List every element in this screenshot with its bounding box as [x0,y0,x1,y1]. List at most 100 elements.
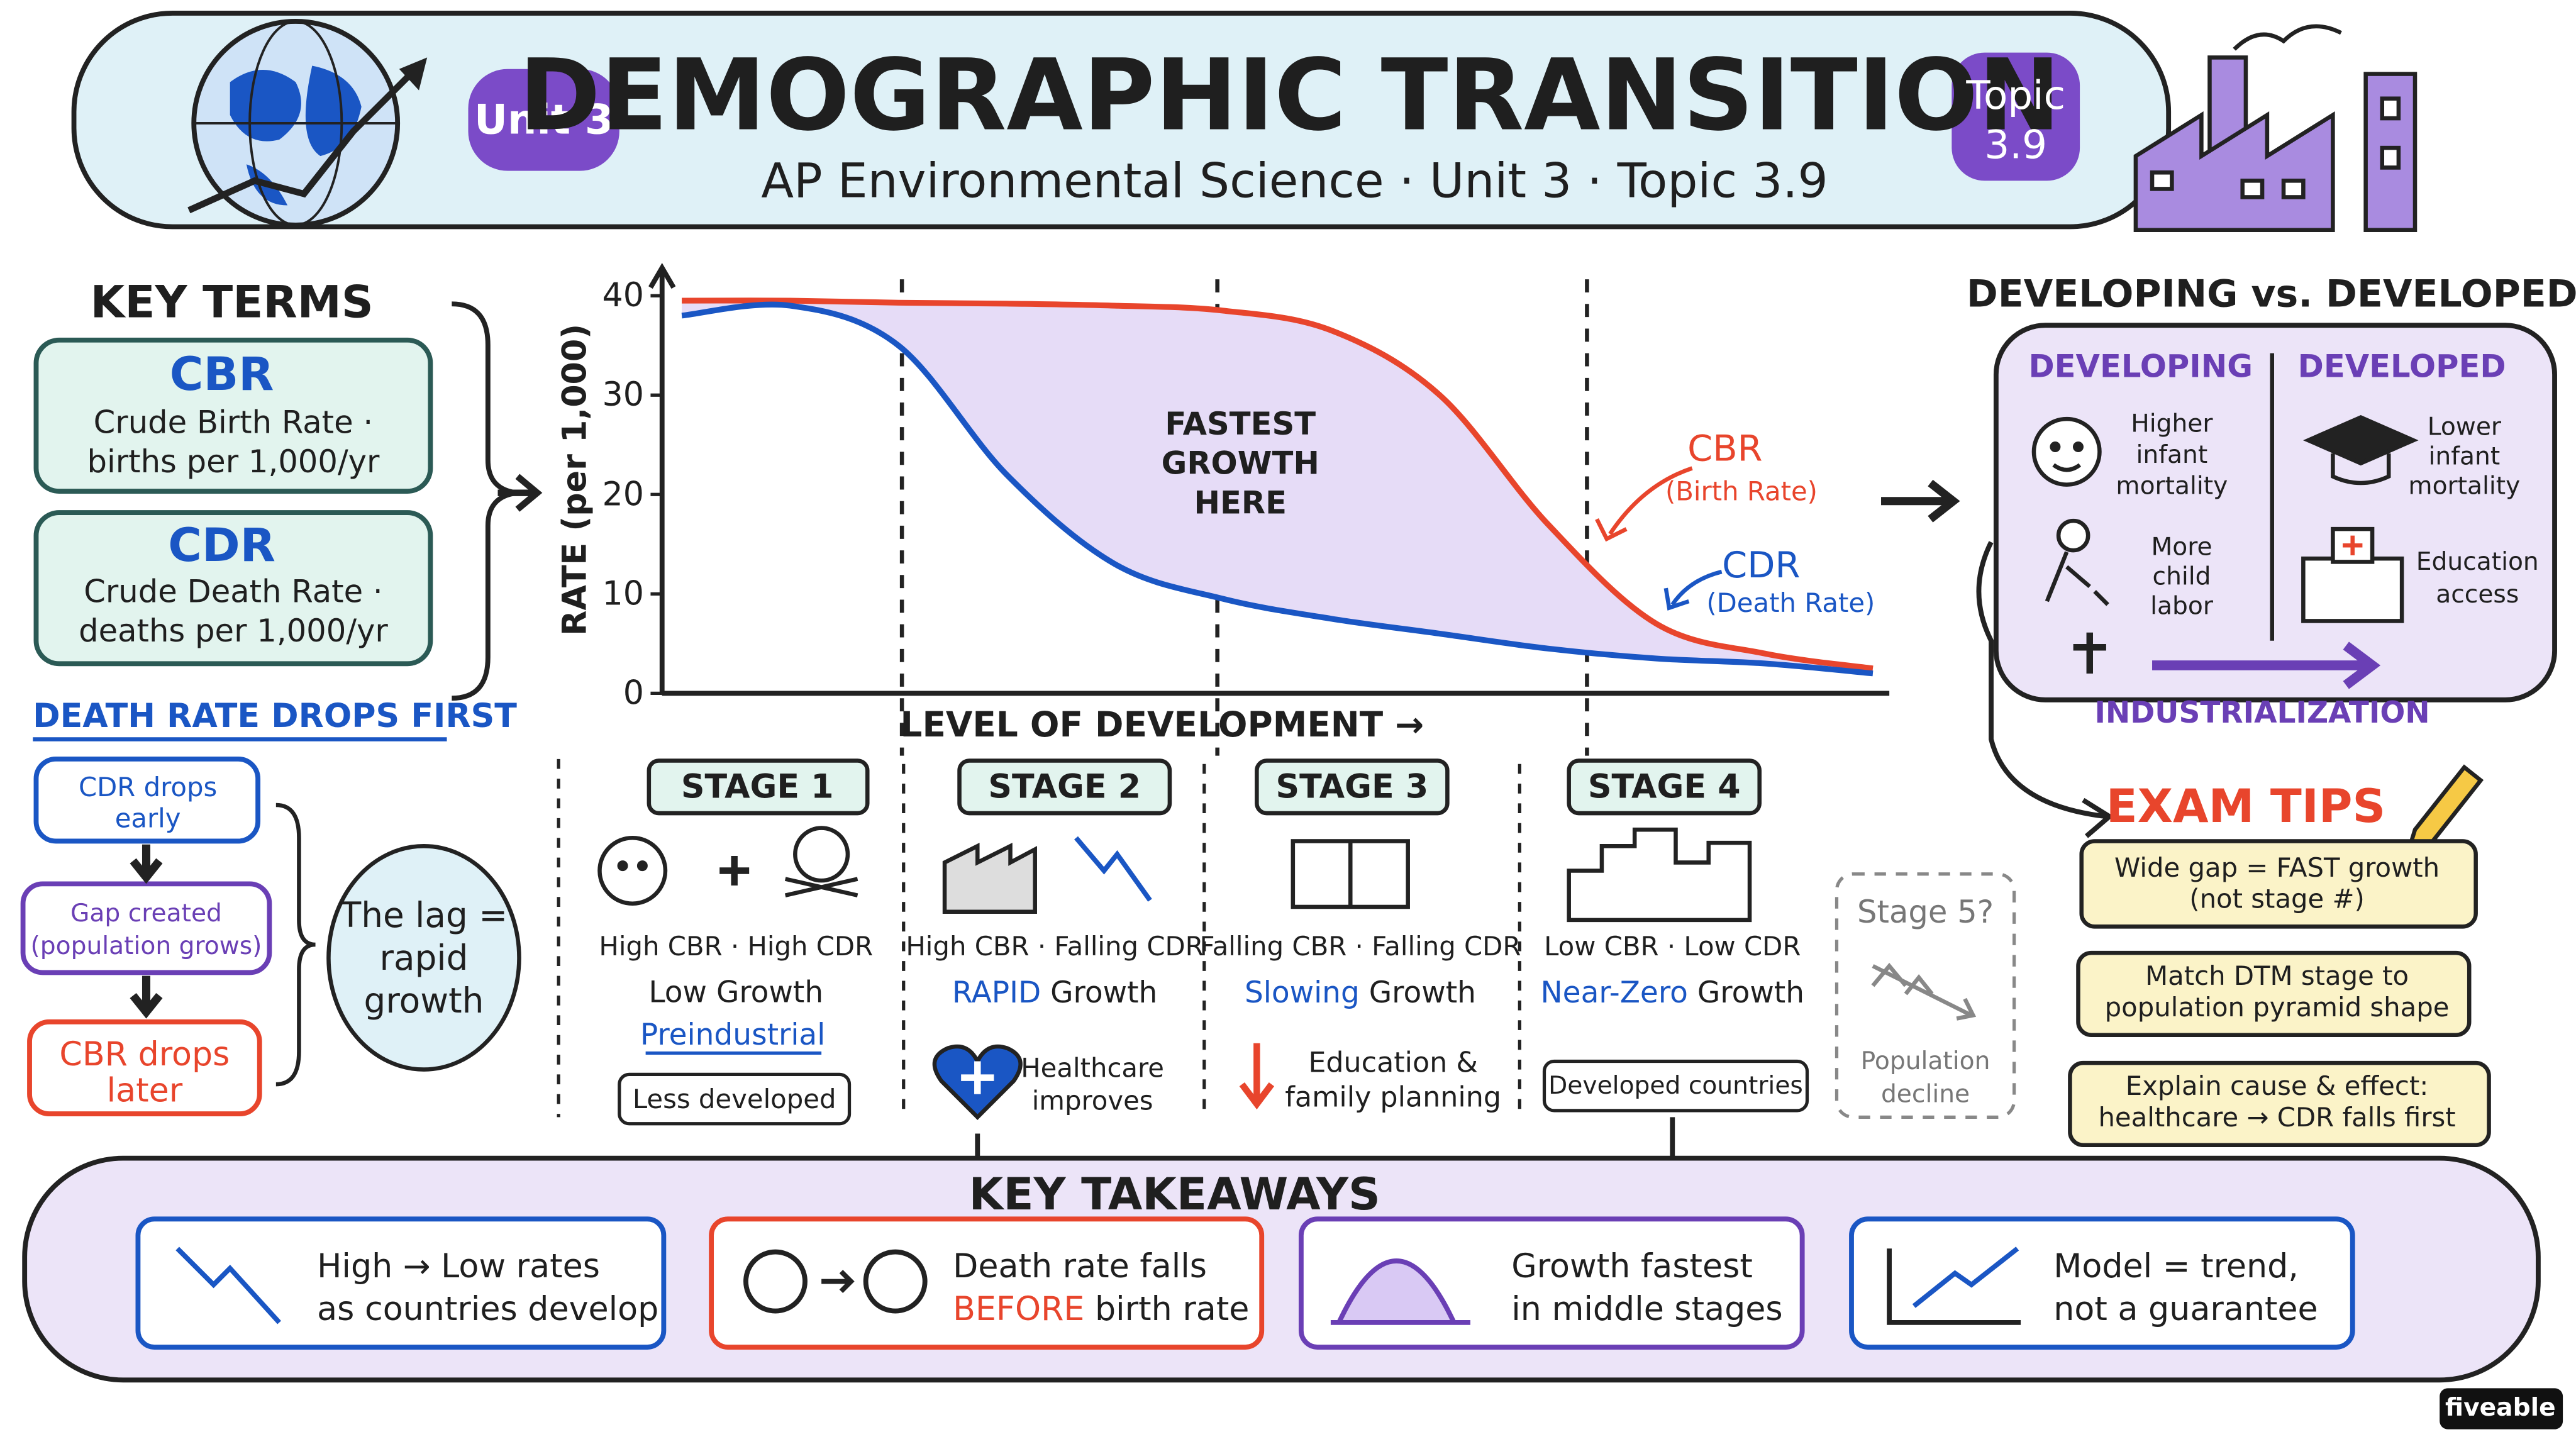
flow-text: Gap created [70,899,222,928]
tip-text: Wide gap = FAST growth [2114,852,2440,883]
stage-rates: Falling CBR · Falling CDR [1199,931,1521,962]
term-box [33,510,433,667]
label-part: Growth [1360,975,1476,1009]
y-tick-label: 0 [623,674,644,712]
stage-icons [597,826,1977,1120]
growth-gap-area [682,300,1873,674]
comparison-item: infant [2136,441,2208,469]
stage-note: Education & [1308,1047,1478,1079]
flow-arrows [130,844,163,1019]
flow-text: later [107,1072,183,1110]
comparison-item: mortality [2116,472,2228,501]
y-axis-label: RATE (per 1,000) [556,324,594,636]
takeaway-box [1849,1216,2355,1350]
flow-text: early [115,802,181,833]
stage5-note: Population [1861,1047,1990,1075]
stage-growth: Near-Zero Growth [1541,975,1805,1009]
section-heading: DEVELOPING vs. DEVELOPED [1967,272,2576,316]
section-heading: KEY TERMS [91,277,374,328]
tip-box [2068,1060,2491,1147]
term-definition: births per 1,000/yr [87,443,380,480]
label-part: Near-Zero [1541,975,1688,1009]
brace [275,802,316,1087]
comparison-icons [2031,414,2419,689]
label-part: Growth [1688,975,1804,1009]
topic-badge [1951,52,2080,181]
flow-text: CBR drops [59,1036,230,1074]
term-abbr: CDR [168,519,275,572]
series-line [681,301,1874,677]
brand-badge [2440,1388,2563,1430]
stage-header [957,758,1172,816]
stage-rates: High CBR · Falling CDR [906,931,1203,962]
tip-text: Match DTM stage to [2145,960,2409,991]
x-axis-label: LEVEL OF DEVELOPMENT → [901,704,1424,745]
tip-text: (not stage #) [2189,883,2365,914]
comparison-item: Lower [2428,413,2502,441]
flow-box [33,756,261,844]
lag-cloud [326,844,521,1072]
stage5-note: decline [1881,1080,1970,1108]
stage-header [1567,758,1762,816]
tip-text: Explain cause & effect: [2126,1070,2429,1101]
label-part: RAPID [952,975,1041,1009]
arrow [1881,479,1960,523]
arrow-label: INDUSTRIALIZATION [2094,696,2429,730]
label-arrow [1663,569,1723,611]
comparison-item: Higher [2131,409,2213,438]
tip-box [2079,839,2478,929]
tip-text: healthcare → CDR falls first [2098,1102,2455,1133]
flow-box [27,1019,262,1117]
legend-description: (Death Rate) [1706,587,1875,618]
lag-note: growth [364,980,484,1021]
stage-tag [1542,1059,1809,1113]
stage-label: STAGE 3 [1276,768,1429,806]
comparison-item: Education [2416,548,2539,576]
series-line [682,297,1874,672]
label-part: Growth [1041,975,1157,1009]
comparison-item: More [2151,533,2212,561]
takeaway-text: in middle stages [1511,1291,1782,1328]
takeaway-text: BEFORE birth rate [953,1291,1249,1328]
y-tick-label: 30 [602,376,644,414]
stage-growth: Slowing Growth [1245,975,1476,1009]
section-heading: EXAM TIPS [2106,780,2386,833]
section-heading: KEY TAKEAWAYS [969,1169,1380,1220]
takeaway-text: as countries develop [317,1291,658,1328]
stage-rates: High CBR · High CDR [599,931,873,962]
stage-growth: RAPID Growth [952,975,1157,1009]
stage-header [647,758,870,816]
factory-icon [2133,24,2418,232]
flow-text: CDR drops [79,772,217,802]
label-part: BEFORE [953,1291,1084,1328]
brand: fiveable [2445,1394,2556,1422]
takeaway-text: Model = trend, [2053,1248,2299,1285]
label-part: Slowing [1245,975,1360,1009]
stage-label: STAGE 4 [1588,768,1741,806]
term-abbr: CBR [170,348,274,401]
tip-box [2076,950,2472,1037]
label-part: birth rate [1084,1291,1249,1328]
term-definition: Crude Birth Rate · [94,404,374,440]
flow-text: (population grows) [30,932,262,960]
annotation: GROWTH [1162,445,1319,482]
key-note: DEATH RATE DROPS FIRST [33,697,517,735]
y-tick-label: 40 [602,277,644,314]
comparison-box [1993,323,2557,702]
arrow [1976,541,2114,838]
takeaway-text: Growth fastest [1511,1248,1753,1285]
header-banner [71,10,2172,230]
term-definition: deaths per 1,000/yr [79,613,388,649]
subtitle: AP Environmental Science · Unit 3 · Topi… [761,153,1828,208]
stage-note: improves [1032,1085,1153,1116]
takeaway-box [709,1216,1265,1350]
arrow [497,474,543,512]
legend-entry: CDR [1722,544,1800,586]
annotation: HERE [1194,484,1287,521]
comparison-item: infant [2429,443,2501,471]
takeaway-text: not a guarantee [2053,1291,2318,1328]
unit-badge-text: Unit 3 [474,96,613,144]
takeaway-text: Death rate falls [953,1248,1207,1285]
stage-dividers [557,758,1521,1118]
